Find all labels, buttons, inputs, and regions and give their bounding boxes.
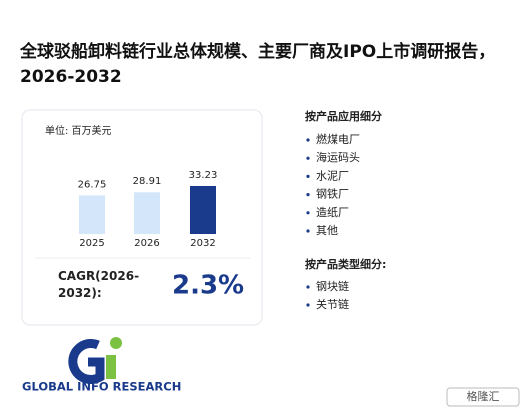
list-item: 关节链 <box>316 297 349 311</box>
watermark-box <box>446 387 520 407</box>
title-box: 全球驳船卸料链行业总体规模、主要厂商及IPO上市调研报告，2026-2032 <box>20 42 496 87</box>
logo-mark <box>68 339 105 384</box>
list-item: 钢块链 <box>316 279 349 293</box>
section-heading: 按产品应用细分 <box>305 109 382 123</box>
watermark: 格隆汇 <box>467 389 500 403</box>
bullet <box>306 211 310 215</box>
x-tick-label: 2025 <box>79 238 104 249</box>
bar <box>190 186 216 234</box>
list-item: 燃煤电厂 <box>316 132 360 146</box>
logo-text: GLOBAL INFO RESEARCH <box>22 380 181 394</box>
logo: GLOBAL INFO RESEARCH <box>22 337 181 394</box>
logo-mark <box>110 337 122 349</box>
cagr-label: CAGR(2026-2032): <box>58 269 139 300</box>
list-item: 其他 <box>316 224 338 237</box>
value-label: 28.91 <box>133 176 162 187</box>
list-item: 造纸厂 <box>316 205 349 219</box>
bullet <box>306 193 310 197</box>
bullet <box>306 174 310 178</box>
list-item: 海运码头 <box>316 150 360 164</box>
x-tick-label: 2026 <box>134 238 159 249</box>
value-label: 26.75 <box>78 179 107 190</box>
x-tick-label: 2032 <box>190 238 215 249</box>
cagr-value: 2.3% <box>172 271 244 301</box>
chart-title: 全球驳船卸料链行业总体规模、主要厂商及IPO上市调研报告，2026-2032 <box>20 42 496 87</box>
list-item: 水泥厂 <box>316 169 349 182</box>
value-label: 33.23 <box>189 170 218 181</box>
bar <box>134 192 160 234</box>
bullet <box>306 229 310 233</box>
list-item: 钢铁厂 <box>316 188 349 201</box>
bar <box>79 195 105 234</box>
logo-mark <box>106 355 116 379</box>
bullet <box>306 303 310 307</box>
section-heading: 按产品类型细分: <box>305 257 386 271</box>
unit-label: 单位: 百万美元 <box>45 124 112 137</box>
bullet <box>306 138 310 142</box>
bullet <box>306 285 310 289</box>
bullet <box>306 156 310 160</box>
